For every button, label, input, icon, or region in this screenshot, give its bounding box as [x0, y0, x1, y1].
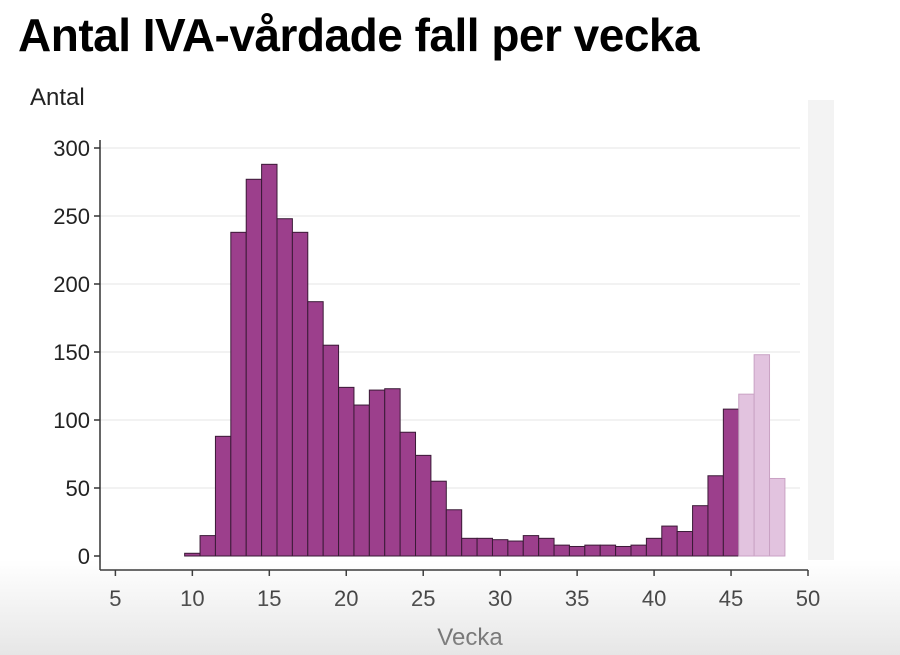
x-tick-label-30: 30 [488, 586, 512, 611]
bar-week-15 [261, 163, 278, 557]
bar-week-13 [230, 231, 247, 557]
bar-week-44 [707, 475, 724, 557]
bar-week-41 [661, 525, 678, 557]
chart-title: Antal IVA-vårdade fall per vecka [18, 9, 700, 61]
x-tick-label-20: 20 [334, 586, 358, 611]
gridlines [100, 147, 800, 489]
x-tick-label-35: 35 [565, 586, 589, 611]
bar-week-45 [722, 408, 740, 557]
y-tick-label-100: 100 [53, 408, 90, 433]
bar-week-18 [307, 301, 324, 557]
bar-week-26 [430, 480, 447, 557]
bar-week-23 [384, 388, 401, 557]
bar-week-17 [291, 231, 309, 557]
bar-week-10 [184, 552, 201, 557]
bar-week-20 [338, 386, 355, 557]
bar-week-12 [214, 435, 232, 557]
x-tick-label-10: 10 [180, 586, 204, 611]
bar-week-40 [645, 537, 663, 557]
bar-week-36 [584, 544, 601, 557]
bar-week-24 [399, 431, 417, 557]
bar-week-39 [630, 544, 647, 557]
bar-week-11 [199, 535, 216, 557]
x-tick-label-5: 5 [109, 586, 121, 611]
y-tick-label-150: 150 [53, 340, 90, 365]
bar-week-37 [599, 544, 617, 557]
bar-week-34 [553, 544, 570, 557]
y-tick-labels: 0 50 100 150 200 250 300 [53, 136, 90, 569]
bar-week-22 [368, 389, 386, 557]
bar-week-42 [676, 531, 694, 557]
bar-week-47 [753, 354, 771, 557]
bar-week-46 [738, 393, 755, 557]
bars [184, 163, 786, 557]
bar-week-16 [276, 218, 293, 557]
bar-week-27 [445, 509, 463, 557]
bar-week-25 [415, 454, 432, 557]
x-tick-label-50: 50 [796, 586, 820, 611]
bar-week-48 [769, 477, 786, 557]
x-tick-labels: 5 10 15 20 25 30 35 40 45 50 [109, 586, 820, 611]
x-tick-label-40: 40 [642, 586, 666, 611]
bar-week-35 [568, 545, 586, 557]
bar-week-38 [615, 545, 632, 557]
bar-week-33 [538, 537, 555, 557]
bar-week-21 [353, 404, 370, 557]
bar-week-29 [476, 537, 493, 557]
bar-week-31 [507, 540, 524, 557]
y-axis-label: Antal [30, 84, 85, 111]
bar-week-32 [522, 535, 540, 557]
y-tick-label-300: 300 [53, 136, 90, 161]
x-axis-label: Vecka [437, 624, 503, 651]
bar-week-30 [491, 539, 509, 557]
y-tick-label-0: 0 [78, 544, 90, 569]
bar-week-19 [322, 344, 340, 557]
bar-week-14 [245, 178, 263, 557]
bar-week-28 [461, 537, 478, 557]
y-tick-label-200: 200 [53, 272, 90, 297]
y-tick-label-50: 50 [66, 476, 90, 501]
y-tick-label-250: 250 [53, 204, 90, 229]
x-tick-label-45: 45 [719, 586, 743, 611]
plot-margin-background [808, 100, 834, 560]
bar-week-43 [692, 505, 709, 557]
x-tick-label-25: 25 [411, 586, 435, 611]
x-tick-label-15: 15 [257, 586, 281, 611]
